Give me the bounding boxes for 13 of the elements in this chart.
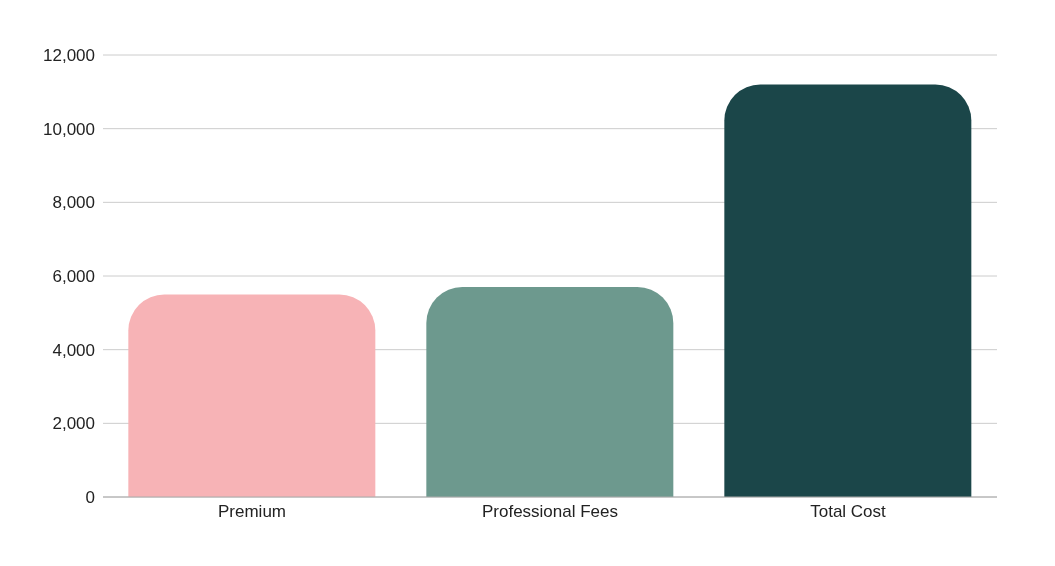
bar [128,294,376,497]
y-tick-label: 6,000 [52,267,95,287]
y-tick-label: 2,000 [52,414,95,434]
bar [724,84,972,497]
y-tick-label: 4,000 [52,340,95,360]
y-tick-label: 10,000 [43,119,95,139]
x-tick-label: Professional Fees [481,502,619,522]
x-tick-label: Total Cost [810,502,887,522]
x-tick-label: Premium [217,502,287,522]
y-tick-label: 0 [85,488,95,508]
y-tick-label: 8,000 [52,193,95,213]
bar [426,287,674,497]
y-tick-label: 12,000 [43,46,95,66]
